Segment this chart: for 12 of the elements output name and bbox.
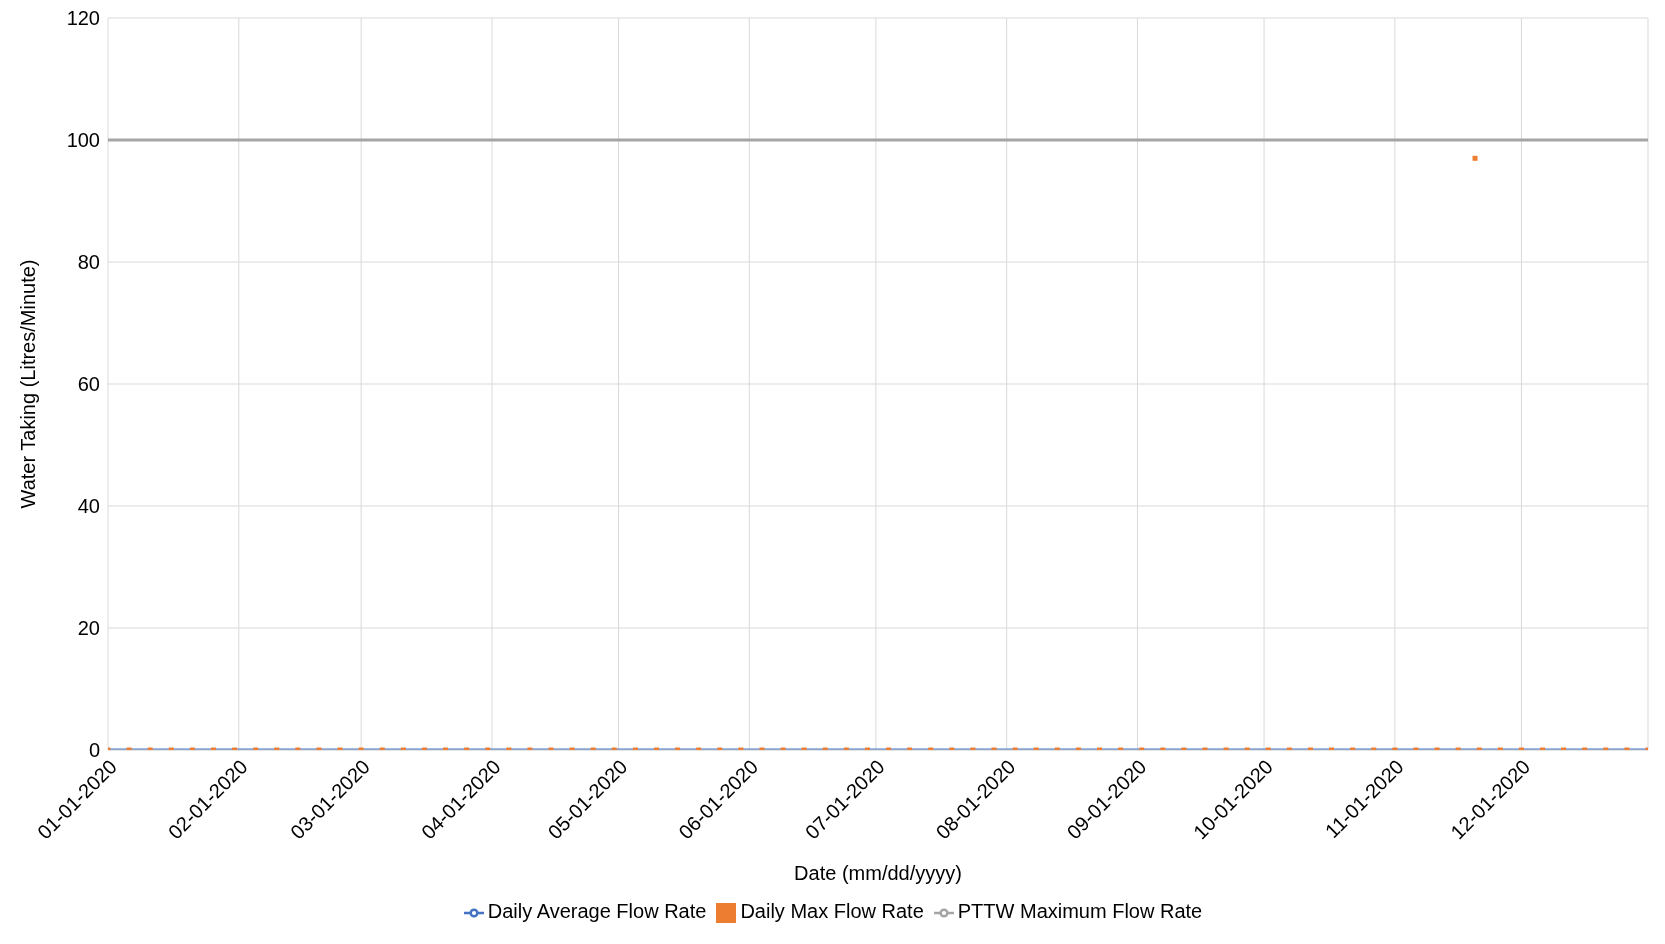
y-tick-label: 80 (77, 251, 100, 274)
y-tick-label: 0 (88, 739, 100, 762)
y-tick-label: 60 (77, 373, 100, 396)
legend-label: PTTW Maximum Flow Rate (957, 900, 1203, 922)
legend-label: Daily Average Flow Rate (487, 900, 707, 922)
x-axis-title: Date (mm/dd/yyyy) (794, 862, 962, 884)
y-tick-label: 20 (77, 617, 100, 640)
y-axis-title: Water Taking (Litres/Minute) (17, 259, 40, 509)
y-tick-label: 40 (77, 495, 100, 518)
y-tick-label: 100 (66, 129, 100, 152)
y-tick-label: 120 (66, 7, 100, 30)
legend-label: Daily Max Flow Rate (740, 900, 924, 922)
